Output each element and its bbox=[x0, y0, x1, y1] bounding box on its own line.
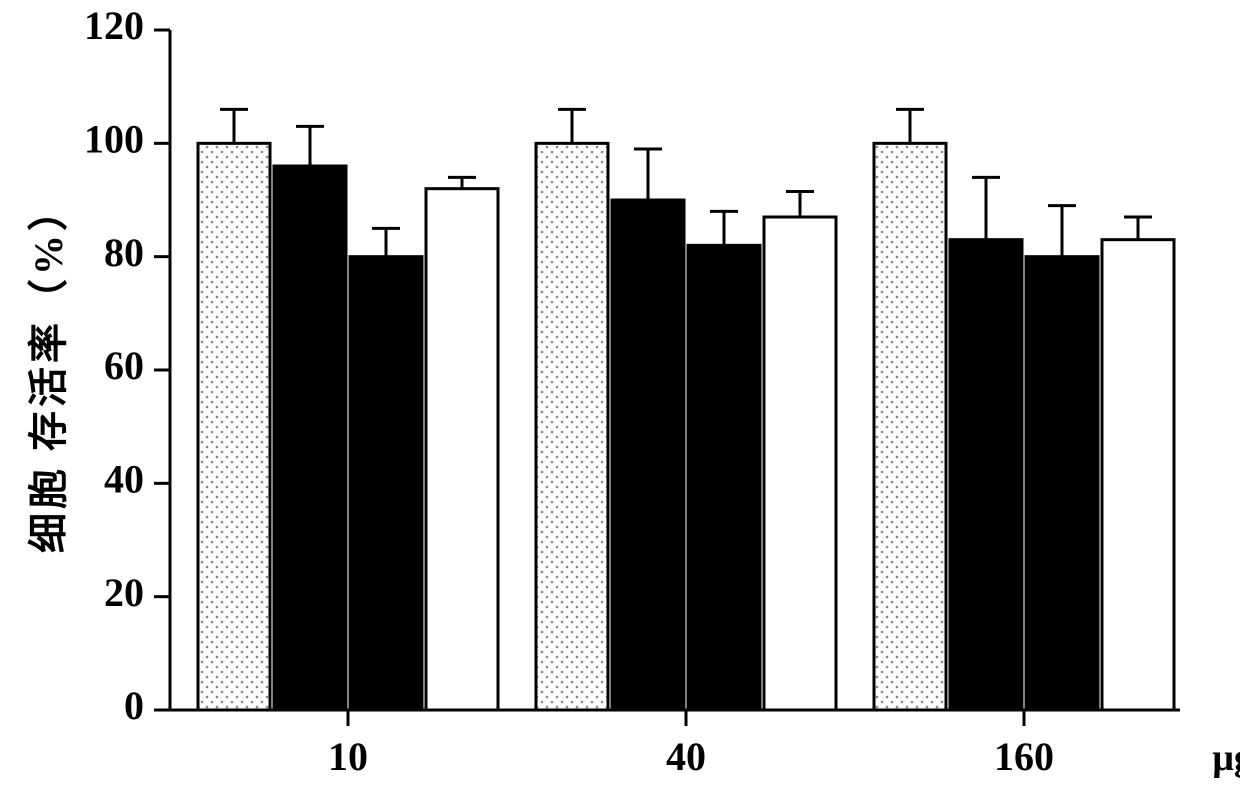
bar bbox=[426, 189, 498, 710]
y-tick-label: 100 bbox=[84, 117, 144, 162]
chart-container: 0 20 40 60 80 100 120 10 40 160 细胞 存活率（%） μg/ml bbox=[0, 0, 1240, 802]
bar bbox=[688, 245, 760, 710]
bar bbox=[874, 143, 946, 710]
bar bbox=[612, 200, 684, 710]
bar bbox=[198, 143, 270, 710]
x-tick-label: 40 bbox=[666, 734, 706, 779]
y-tick-label: 60 bbox=[104, 343, 144, 388]
bar bbox=[1102, 240, 1174, 710]
bar bbox=[350, 257, 422, 710]
bar bbox=[536, 143, 608, 710]
y-tick-label: 40 bbox=[104, 457, 144, 502]
bar bbox=[764, 217, 836, 710]
y-tick-label: 120 bbox=[84, 3, 144, 48]
bar bbox=[950, 240, 1022, 710]
y-tick-label: 80 bbox=[104, 230, 144, 275]
bar bbox=[1026, 257, 1098, 710]
x-tick-label: 10 bbox=[328, 734, 368, 779]
bar bbox=[274, 166, 346, 710]
x-tick-label: 160 bbox=[994, 734, 1054, 779]
y-axis-label: 细胞 存活率（%） bbox=[16, 187, 74, 553]
bar-chart: 0 20 40 60 80 100 120 10 40 160 bbox=[0, 0, 1240, 802]
y-tick-label: 0 bbox=[124, 683, 144, 728]
y-tick-label: 20 bbox=[104, 570, 144, 615]
x-axis-unit-label: μg/ml bbox=[1212, 736, 1240, 780]
